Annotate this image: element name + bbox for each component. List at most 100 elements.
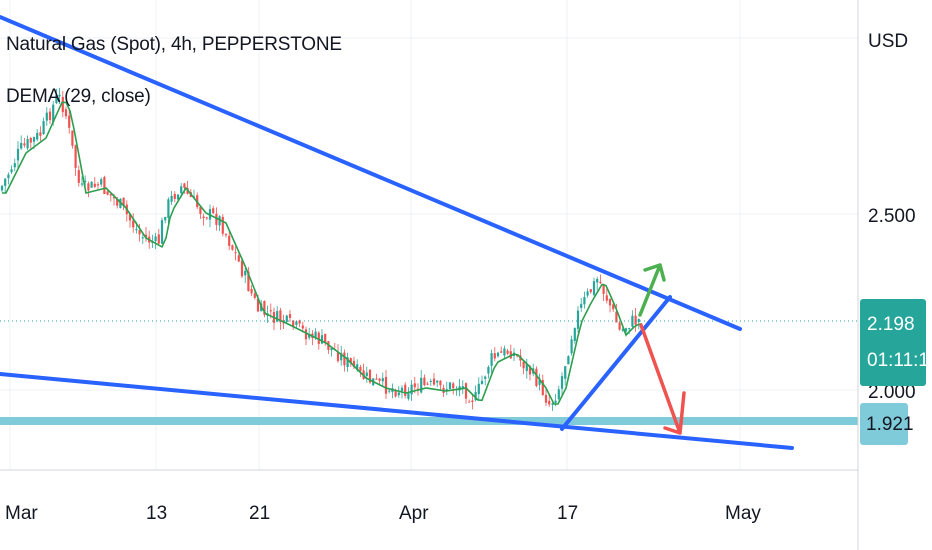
candle-body [7, 174, 10, 179]
bullish-arrow [638, 263, 666, 317]
candle-body [324, 333, 327, 343]
candle-body [176, 194, 180, 200]
candle-body [141, 237, 144, 239]
candle-body [256, 298, 260, 312]
candle-body [592, 281, 596, 295]
candle-body [58, 94, 61, 97]
x-tick-label: Mar [5, 503, 38, 524]
x-tick-label: 13 [146, 503, 167, 524]
candle-body [378, 378, 381, 381]
candle-body [618, 322, 621, 330]
drawings [0, 15, 794, 450]
candle-body [52, 104, 55, 123]
candle-body [356, 364, 359, 370]
candle-body [132, 220, 135, 228]
candle-body [471, 400, 474, 402]
candle-body [116, 199, 119, 206]
candle-body [304, 329, 308, 340]
candle-body [522, 361, 525, 369]
grid [0, 0, 858, 470]
price-scale[interactable]: USD 2.500 2.000 2.198 01:11:18 1.921 [857, 0, 932, 550]
lower-trendline [0, 372, 794, 450]
candle-body [599, 281, 602, 284]
candle-body [180, 186, 183, 194]
candle-body [77, 170, 80, 183]
candle-body [218, 216, 221, 226]
candle-body [298, 320, 301, 324]
candle-body [496, 352, 500, 357]
candle-body [154, 236, 157, 242]
chart-title: Natural Gas (Spot), 4h, PEPPERSTONE [6, 34, 342, 55]
candle-body [490, 353, 493, 366]
candle-body [336, 351, 340, 361]
candle-body [474, 391, 477, 401]
candle-body [493, 353, 496, 359]
candle-body [637, 319, 640, 323]
x-tick-label: 17 [557, 503, 578, 524]
candle-body [439, 380, 442, 386]
candle-body [237, 255, 240, 262]
candle-body [84, 181, 87, 183]
candle-body [570, 339, 573, 354]
candle-body [292, 320, 295, 328]
bearish-arrow [639, 323, 686, 435]
x-tick-label: 21 [249, 503, 270, 524]
candle-body [314, 331, 317, 339]
candle-body [564, 366, 567, 379]
candle-body [0, 185, 4, 191]
candle-body [253, 293, 256, 298]
support-price-label: 1.921 [866, 414, 914, 435]
candle-body [404, 384, 407, 396]
candle-body [352, 360, 356, 368]
candle-body [55, 94, 58, 104]
current-price-label: 2.198 [867, 314, 915, 335]
candle-body [410, 384, 413, 395]
candle-body [42, 121, 45, 135]
candle-body [445, 389, 448, 391]
candle-body [596, 278, 599, 283]
candle-body [231, 245, 234, 250]
candle-body [269, 310, 272, 312]
y-tick-label: 2.500 [868, 206, 916, 227]
candle-body [365, 372, 368, 377]
currency-label: USD [868, 31, 908, 52]
candle-body [173, 193, 176, 199]
candle-body [205, 217, 208, 219]
candle-body [199, 207, 202, 214]
time-scale[interactable]: Mar 13 21 Apr 17 May [0, 469, 858, 524]
candle-body [557, 389, 560, 400]
candle-body [420, 377, 423, 393]
candle-body [308, 334, 311, 338]
candle-body [320, 335, 324, 344]
candle-body [26, 139, 29, 149]
candle-body [87, 183, 90, 191]
candle-body [16, 148, 20, 161]
candle-body [68, 115, 71, 128]
dema-line [2, 101, 643, 405]
candle-body [400, 387, 404, 391]
candle-body [80, 183, 84, 185]
candle-body [628, 328, 631, 330]
candle-body [567, 356, 570, 365]
candle-body [461, 386, 464, 389]
candle-body [301, 325, 304, 329]
candle-body [160, 220, 164, 244]
candle-body [23, 143, 26, 146]
candle-body [221, 216, 224, 234]
candle-body [100, 179, 103, 185]
candle-body [212, 208, 215, 214]
candle-body [247, 271, 250, 292]
candle-body [90, 181, 93, 188]
candle-body [349, 358, 352, 364]
candle-body [32, 137, 36, 142]
candle-body [202, 216, 205, 218]
candle-body [407, 393, 410, 399]
upper-trendline [0, 15, 742, 331]
candle-body [234, 252, 237, 254]
candle-body [71, 130, 74, 146]
candle-body [426, 383, 429, 385]
candle-body [388, 390, 391, 392]
candle-body [285, 315, 288, 322]
candle-body [468, 401, 471, 403]
